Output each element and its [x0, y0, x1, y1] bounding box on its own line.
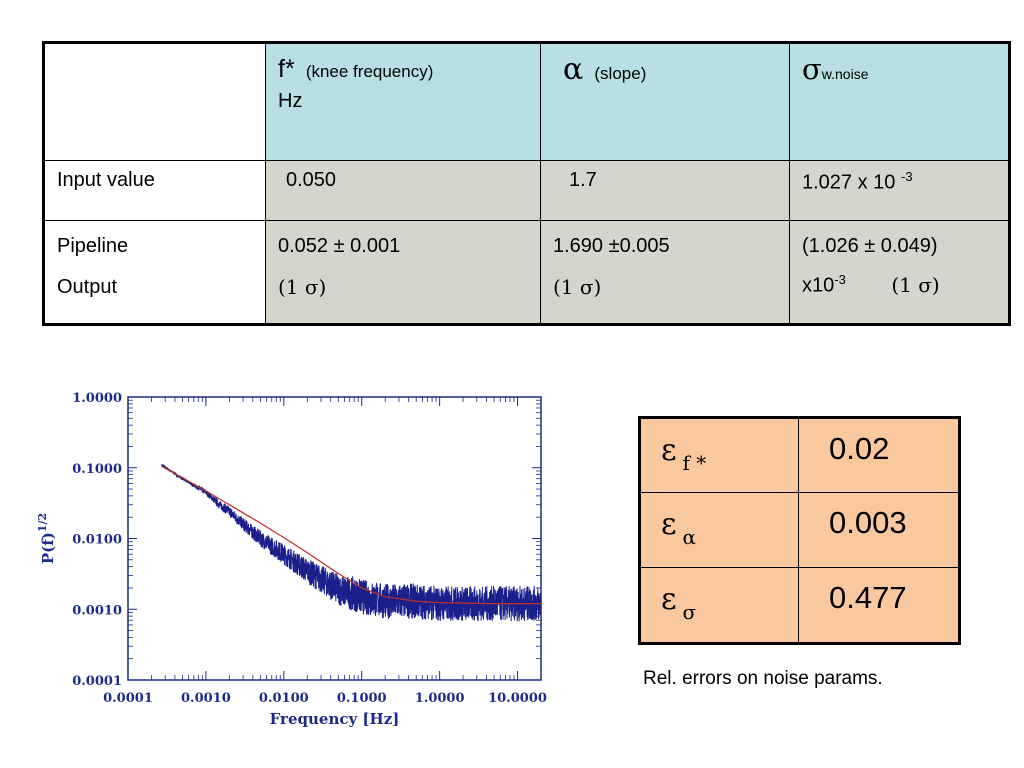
header-knee-frequency: f* (knee frequency) Hz: [265, 42, 541, 161]
input-f-value: 0.050: [286, 169, 337, 191]
sigma-subscript: w.noise: [821, 66, 869, 82]
power-spectrum-plot: 0.0001 0.0010 0.0100 0.1000 1.0000 0.0001 0.0…: [20, 375, 580, 760]
knee-frequency-symbol: f*: [278, 55, 295, 83]
header-slope: α (slope): [540, 42, 790, 161]
input-f-cell: 0.050: [265, 160, 541, 221]
output-sigma-exponent: -3: [834, 272, 846, 287]
x-axis-label: Frequency [Hz]: [270, 710, 400, 728]
x-tick-label: 1.0000: [415, 691, 465, 706]
measured-spectrum-line: [161, 464, 542, 622]
output-f-confidence: (1 σ): [278, 275, 327, 299]
y-tick-label: 0.1000: [72, 462, 122, 477]
x-tick-label: 0.0001: [103, 691, 153, 706]
slope-label: (slope): [594, 64, 647, 83]
y-tick-label: 0.0001: [72, 674, 122, 689]
y-tick-label: 0.0100: [72, 533, 122, 548]
input-alpha-cell: 1.7: [540, 160, 790, 221]
x-tick-label: 0.0100: [259, 691, 309, 706]
input-value-label: Input value: [57, 169, 155, 191]
x-tick-label: 10.0000: [488, 691, 547, 706]
output-f-cell: 0.052 ± 0.001 (1 σ): [265, 220, 541, 325]
plot-frame: [127, 396, 542, 681]
input-sigma-base: 1.027 x 10: [802, 171, 896, 194]
header-white-noise: σw.noise: [789, 42, 1010, 161]
input-sigma-exponent: -3: [900, 169, 913, 184]
pipeline-label: Pipeline: [57, 235, 129, 257]
row-label-output: Pipeline Output: [43, 220, 266, 325]
error-value-alpha: 0.003: [798, 492, 960, 568]
error-value-f: 0.02: [798, 417, 960, 493]
input-alpha-value: 1.7: [569, 169, 597, 191]
x-tick-label: 0.0010: [181, 691, 231, 706]
knee-frequency-unit: Hz: [278, 90, 303, 112]
y-axis-label-exponent: 1/2: [36, 513, 49, 532]
header-empty-cell: [43, 42, 266, 161]
output-f-value: 0.052 ± 0.001: [278, 235, 401, 257]
knee-frequency-label: (knee frequency): [305, 62, 434, 81]
sigma-symbol: σ: [802, 52, 822, 86]
error-value-sigma: 0.477: [798, 567, 960, 644]
y-tick-label: 1.0000: [72, 391, 122, 406]
output-sigma-cell: (1.026 ± 0.049) x10-3 (1 σ): [789, 220, 1010, 325]
output-label: Output: [57, 276, 118, 298]
alpha-symbol: α: [563, 52, 584, 87]
x-tick-label: 0.1000: [337, 691, 387, 706]
noise-params-table: f* (knee frequency) Hz α (slope) σw.nois…: [42, 41, 1011, 326]
row-label-input: Input value: [43, 160, 266, 221]
output-sigma-value: (1.026 ± 0.049): [802, 235, 938, 257]
y-axis-ticks: 0.0001 0.0010 0.0100 0.1000 1.0000: [72, 391, 541, 689]
x-axis-ticks: 0.0001 0.0010 0.0100 0.1000 1.0000 10.0000: [103, 397, 547, 706]
output-alpha-confidence: (1 σ): [553, 275, 602, 299]
output-sigma-base: x10: [802, 274, 835, 297]
output-sigma-confidence: (1 σ): [891, 272, 940, 297]
fit-curve-line: [161, 465, 541, 605]
output-alpha-value: 1.690 ±0.005: [553, 235, 670, 257]
output-alpha-cell: 1.690 ±0.005 (1 σ): [540, 220, 790, 325]
y-tick-label: 0.0010: [72, 603, 122, 618]
input-sigma-cell: 1.027 x 10 -3: [789, 160, 1010, 221]
y-axis-label: P(f)1/2: [36, 513, 57, 564]
errors-caption: Rel. errors on noise params.: [643, 668, 883, 689]
